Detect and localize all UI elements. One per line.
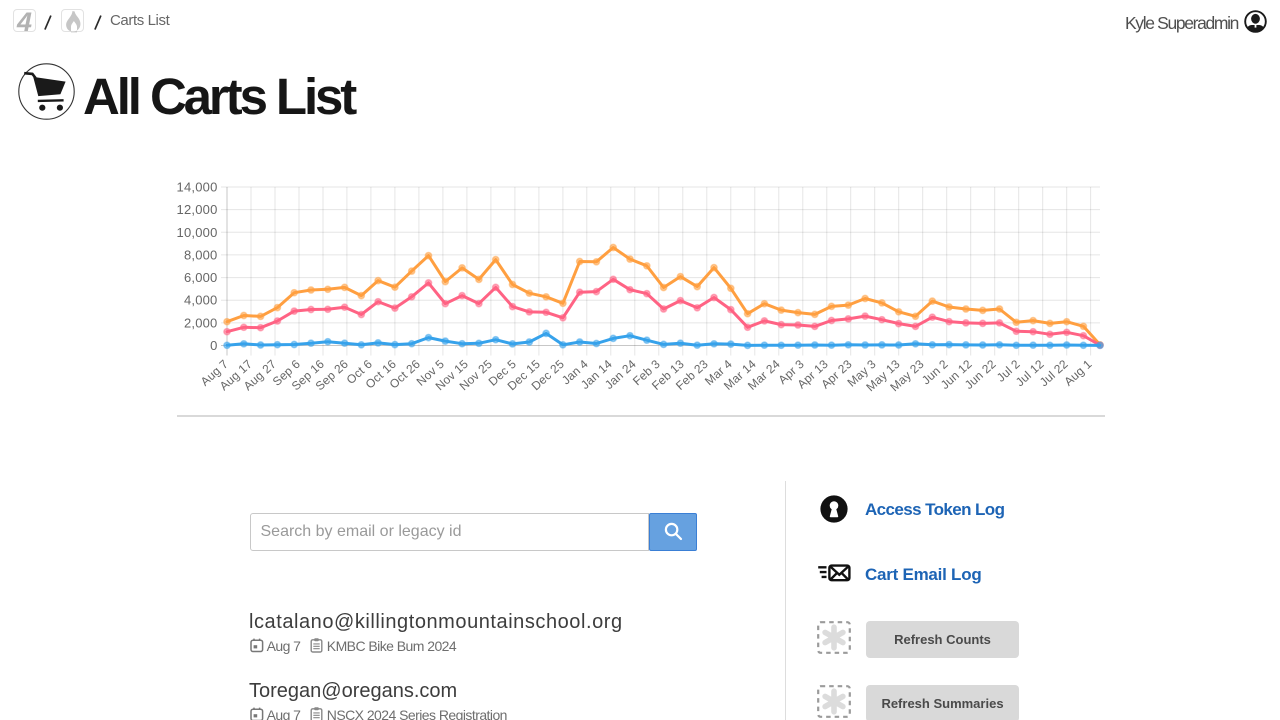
svg-text:10,000: 10,000 <box>177 225 218 240</box>
svg-text:0: 0 <box>210 338 217 353</box>
svg-text:4,000: 4,000 <box>184 293 218 308</box>
svg-text:8,000: 8,000 <box>184 247 218 262</box>
svg-text:2,000: 2,000 <box>184 315 218 330</box>
svg-text:6,000: 6,000 <box>184 270 218 285</box>
svg-text:12,000: 12,000 <box>177 202 218 217</box>
svg-text:Aug 1: Aug 1 <box>1061 357 1094 389</box>
svg-text:14,000: 14,000 <box>177 180 218 195</box>
